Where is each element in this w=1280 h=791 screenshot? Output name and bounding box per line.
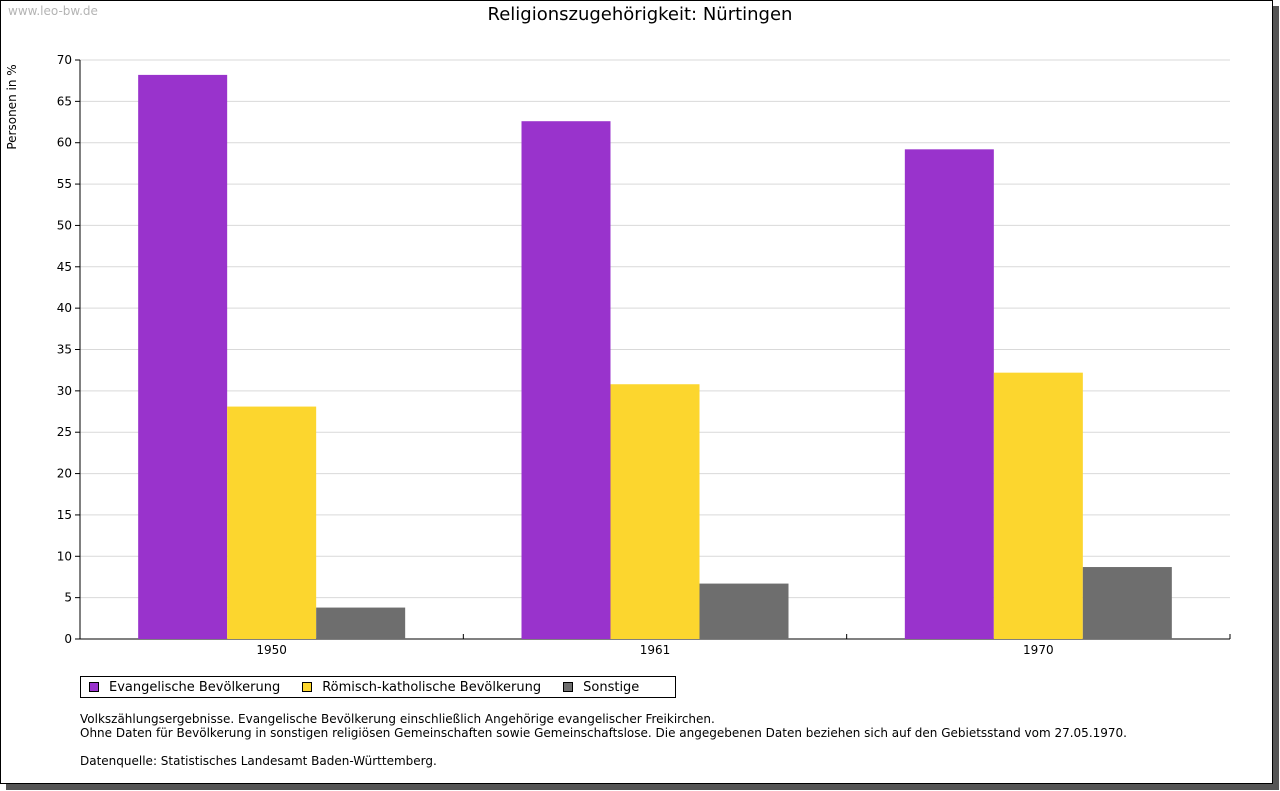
frame-shadow-bottom xyxy=(6,784,1279,790)
bar xyxy=(138,74,228,640)
data-source: Datenquelle: Statistisches Landesamt Bad… xyxy=(80,754,437,768)
bar xyxy=(227,406,317,639)
note-line-1: Volkszählungsergebnisse. Evangelische Be… xyxy=(80,712,715,726)
bar xyxy=(699,583,789,639)
chart-title: Religionszugehörigkeit: Nürtingen xyxy=(487,4,793,25)
legend-item-evangelisch: Evangelische Bevölkerung xyxy=(89,680,280,695)
y-tick-label: 35 xyxy=(57,343,72,357)
bar xyxy=(904,149,994,639)
y-tick-label: 55 xyxy=(57,177,72,191)
legend-item-katholisch: Römisch-katholische Bevölkerung xyxy=(302,680,541,695)
bar xyxy=(993,372,1083,639)
y-tick-label: 25 xyxy=(57,425,72,439)
frame-shadow-right xyxy=(1273,6,1279,790)
x-tick-label: 1950 xyxy=(256,643,287,657)
legend-label-evangelisch: Evangelische Bevölkerung xyxy=(109,679,281,695)
y-tick-label: 45 xyxy=(57,260,72,274)
legend-label-sonstige: Sonstige xyxy=(583,679,640,695)
bar xyxy=(1082,567,1172,639)
y-tick-label: 20 xyxy=(57,467,72,481)
y-tick-label: 40 xyxy=(57,301,72,315)
legend-item-sonstige: Sonstige xyxy=(563,680,639,695)
chart-legend: Evangelische Bevölkerung Römisch-katholi… xyxy=(80,676,676,698)
bar xyxy=(610,384,700,639)
y-tick-label: 15 xyxy=(57,508,72,522)
y-axis-label: Personen in % xyxy=(5,64,19,149)
chart-notes: Volkszählungsergebnisse. Evangelische Be… xyxy=(80,712,1127,768)
x-tick-label: 1970 xyxy=(1023,643,1054,657)
note-line-2: Ohne Daten für Bevölkerung in sonstigen … xyxy=(80,726,1127,740)
bar xyxy=(521,121,611,640)
x-tick-label: 1961 xyxy=(640,643,671,657)
legend-swatch-katholisch xyxy=(302,682,313,692)
y-tick-label: 70 xyxy=(57,53,72,67)
y-tick-label: 10 xyxy=(57,549,72,563)
y-tick-label: 50 xyxy=(57,218,72,232)
y-tick-label: 65 xyxy=(57,94,72,108)
legend-swatch-evangelisch xyxy=(89,682,99,692)
y-tick-label: 60 xyxy=(57,136,72,150)
legend-label-katholisch: Römisch-katholische Bevölkerung xyxy=(322,679,542,695)
y-tick-label: 30 xyxy=(57,384,72,398)
y-tick-label: 0 xyxy=(64,632,72,646)
bar xyxy=(316,607,406,639)
watermark: www.leo-bw.de xyxy=(8,4,98,18)
y-tick-label: 5 xyxy=(64,591,72,605)
legend-swatch-sonstige xyxy=(563,682,574,692)
